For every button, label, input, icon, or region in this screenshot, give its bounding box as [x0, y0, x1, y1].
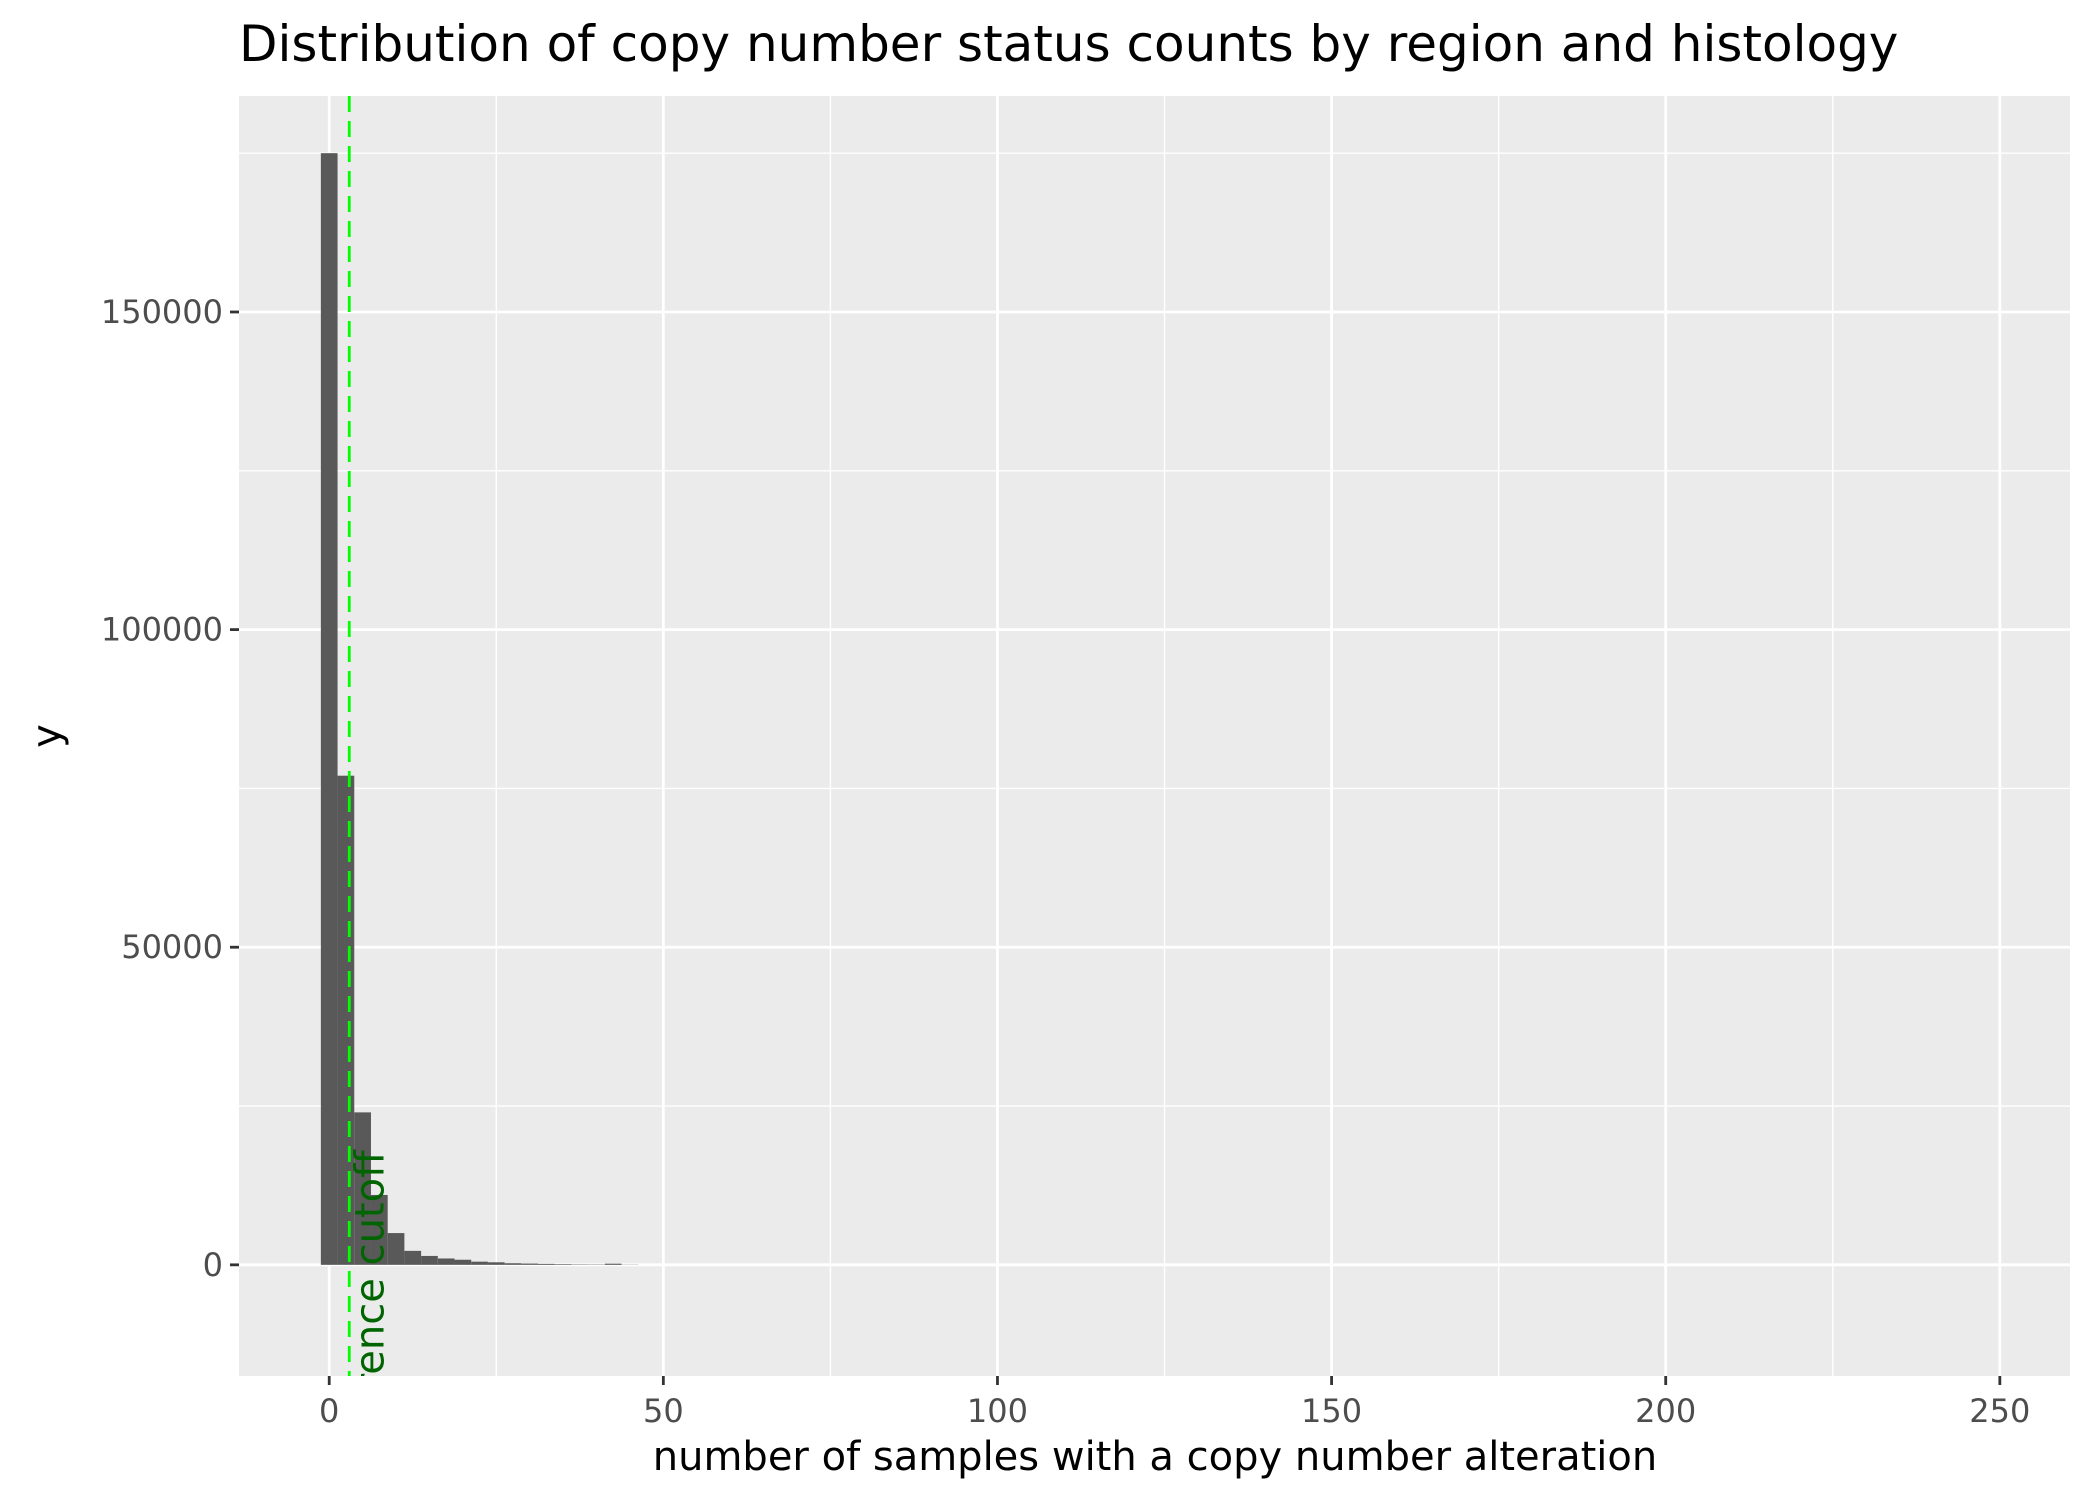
grid-major-lines: [239, 96, 2070, 1376]
reference-line-group: rrence cutoff: [347, 96, 393, 1406]
histogram-bar: [604, 1263, 622, 1265]
plot-panel: [239, 96, 2070, 1376]
x-tick-label: 200: [1635, 1392, 1696, 1430]
x-axis-title: number of samples with a copy number alt…: [653, 1434, 1657, 1480]
histogram-bar: [521, 1263, 539, 1265]
x-tick-labels: 0 50 100 150 200 250: [319, 1392, 2030, 1430]
histogram-bar: [504, 1263, 522, 1265]
histogram-bar: [471, 1261, 488, 1265]
x-tick-label: 100: [967, 1392, 1028, 1430]
x-tick-label: 150: [1301, 1392, 1362, 1430]
histogram-bar: [538, 1263, 555, 1265]
histogram-bar: [437, 1258, 455, 1265]
y-tick-label: 50000: [121, 928, 223, 966]
grid-minor-lines: [239, 96, 2070, 1376]
histogram-bar: [404, 1250, 422, 1265]
chart-title: Distribution of copy number status count…: [239, 15, 1898, 73]
axis-ticks: [230, 310, 2002, 1385]
y-tick-label: 150000: [101, 293, 223, 331]
y-axis-title: y: [24, 724, 70, 748]
histogram-bar: [387, 1233, 405, 1265]
histogram-bar: [487, 1262, 505, 1265]
y-tick-labels: 0 50000 100000 150000: [101, 293, 223, 1284]
reference-line-label: rrence cutoff: [347, 1149, 393, 1406]
x-tick-label: 250: [1969, 1392, 2030, 1430]
histogram-bar: [320, 153, 338, 1265]
histogram-bar: [354, 1112, 371, 1265]
y-tick-label: 0: [203, 1246, 223, 1284]
histogram-bar: [554, 1264, 572, 1265]
x-tick-label: 50: [643, 1392, 684, 1430]
x-tick-label: 0: [319, 1392, 339, 1430]
histogram-bar: [454, 1259, 472, 1265]
histogram-bar: [421, 1255, 438, 1265]
histogram-bar: [370, 1194, 388, 1265]
y-tick-label: 100000: [101, 611, 223, 649]
